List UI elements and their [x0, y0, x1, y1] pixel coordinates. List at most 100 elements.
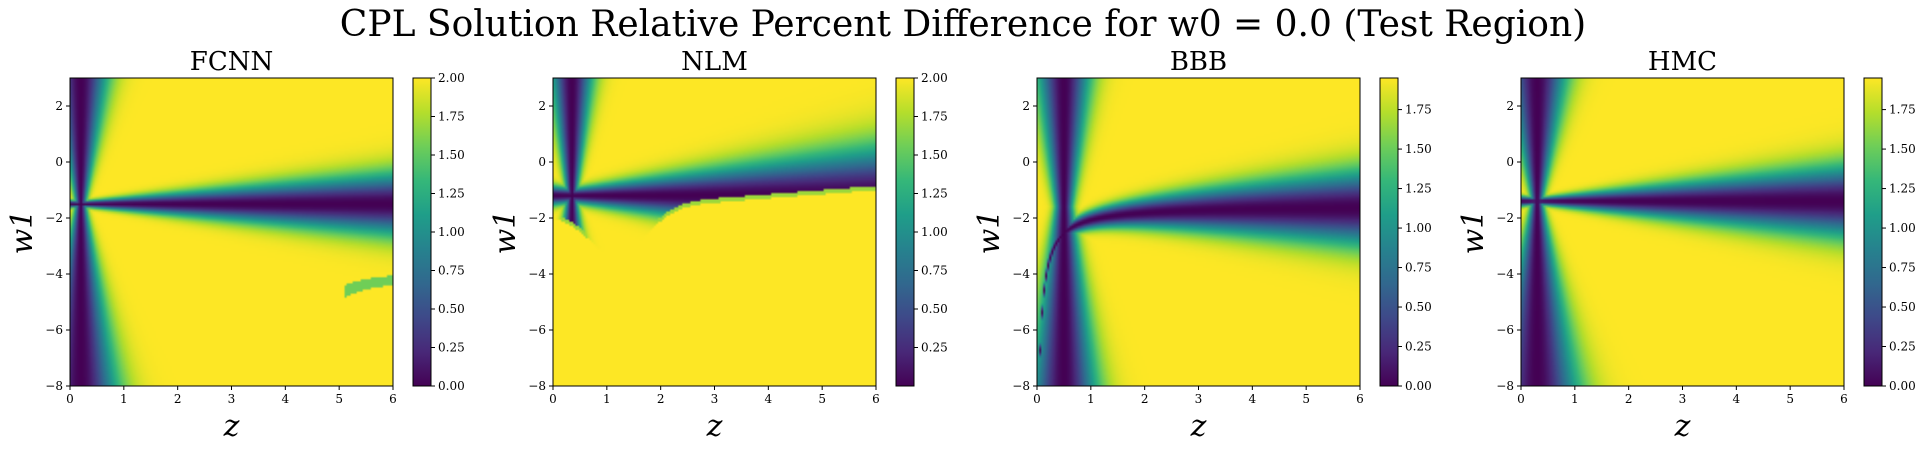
- colorbar-tick-label: 1.75: [1405, 103, 1432, 117]
- colorbar-tick-label: 1.25: [1405, 182, 1432, 196]
- heatmap-image: [1037, 78, 1360, 386]
- x-axis-label: z: [223, 409, 240, 444]
- x-tick-label: 4: [765, 392, 773, 406]
- heatmap-panel-hmc: HMC 0 1 2 3 4 5 6 2 0 −2 −4 −6 −8 z w1 1.75 1.50 1.25 1.00 0…: [1456, 47, 1916, 444]
- x-tick-label: 1: [120, 392, 128, 406]
- y-tick-label: 2: [538, 99, 546, 113]
- y-tick-label: 0: [538, 155, 546, 169]
- y-tick-label: 0: [1022, 155, 1030, 169]
- panel-title: FCNN: [190, 47, 273, 77]
- x-tick-label: 6: [1356, 392, 1364, 406]
- x-tick-label: 1: [1087, 392, 1095, 406]
- colorbar-tick-label: 0.50: [1889, 300, 1916, 314]
- x-tick-label: 3: [1195, 392, 1203, 406]
- heatmap-image: [1521, 78, 1844, 386]
- colorbar-tick-label: 0.75: [921, 264, 948, 278]
- colorbar-tick-label: 0.50: [921, 302, 948, 316]
- x-tick-label: 1: [1571, 392, 1579, 406]
- x-tick-label: 6: [872, 392, 880, 406]
- colorbar-tick-label: 2.00: [438, 71, 465, 85]
- colorbar-tick-label: 0.50: [438, 302, 465, 316]
- colorbar-tick-label: 1.75: [921, 110, 948, 124]
- x-tick-label: 2: [174, 392, 182, 406]
- colorbar-tick-label: 1.00: [1405, 221, 1432, 235]
- x-tick-label: 3: [228, 392, 236, 406]
- x-axis-label: z: [1190, 409, 1207, 444]
- colorbar-tick-label: 1.25: [1889, 182, 1916, 196]
- y-axis-label: w1: [1456, 210, 1491, 255]
- x-axis-label: z: [1674, 409, 1691, 444]
- y-axis-label: w1: [972, 210, 1007, 255]
- y-tick-label: −2: [1012, 211, 1030, 225]
- y-tick-label: −4: [45, 267, 63, 281]
- x-tick-label: 3: [1679, 392, 1687, 406]
- y-tick-label: −6: [528, 323, 546, 337]
- x-tick-label: 5: [335, 392, 343, 406]
- y-tick-label: −2: [528, 211, 546, 225]
- y-tick-label: −6: [1496, 323, 1514, 337]
- x-tick-label: 0: [1517, 392, 1525, 406]
- x-tick-label: 0: [66, 392, 74, 406]
- x-tick-label: 2: [657, 392, 665, 406]
- colorbar: [412, 77, 432, 387]
- x-tick-label: 5: [1302, 392, 1310, 406]
- x-tick-label: 2: [1141, 392, 1149, 406]
- heatmap-image: [553, 78, 876, 386]
- x-tick-label: 0: [549, 392, 557, 406]
- colorbar: [895, 77, 915, 387]
- x-tick-label: 5: [818, 392, 826, 406]
- colorbar-tick-label: 0.25: [1889, 340, 1916, 354]
- colorbar-tick-label: 1.00: [1889, 221, 1916, 235]
- colorbar-tick-label: 0.00: [438, 379, 465, 393]
- y-axis-label: w1: [5, 210, 40, 255]
- colorbar-tick-label: 1.25: [921, 187, 948, 201]
- panel-title: BBB: [1170, 47, 1227, 77]
- colorbar-tick-label: 0.00: [1889, 379, 1916, 393]
- colorbar-tick-label: 2.00: [921, 71, 948, 85]
- x-axis-label: z: [706, 409, 723, 444]
- colorbar-tick-label: 1.50: [1889, 142, 1916, 156]
- colorbar-tick-label: 0.25: [921, 341, 948, 355]
- y-tick-label: −2: [45, 211, 63, 225]
- colorbar: [1863, 77, 1883, 387]
- y-tick-label: 2: [1506, 99, 1514, 113]
- y-tick-label: −6: [1012, 323, 1030, 337]
- colorbar-tick-label: 0.25: [438, 341, 465, 355]
- colorbar-tick-label: 0.75: [1889, 261, 1916, 275]
- colorbar-tick-label: 1.75: [1889, 103, 1916, 117]
- x-tick-label: 6: [1840, 392, 1848, 406]
- y-tick-label: −4: [1496, 267, 1514, 281]
- colorbar-tick-label: 1.00: [921, 225, 948, 239]
- y-tick-label: −8: [45, 379, 63, 393]
- heatmap-image: [70, 78, 393, 386]
- x-tick-label: 4: [1249, 392, 1257, 406]
- colorbar-tick-label: 0.25: [1405, 340, 1432, 354]
- colorbar-tick-label: 1.50: [921, 148, 948, 162]
- y-tick-label: −2: [1496, 211, 1514, 225]
- y-tick-label: −8: [528, 379, 546, 393]
- y-axis-label: w1: [488, 210, 523, 255]
- y-tick-label: −8: [1012, 379, 1030, 393]
- x-tick-label: 6: [389, 392, 397, 406]
- heatmap-panel-fcnn: FCNN 0 1 2 3 4 5 6 2 0 −2 −4 −6 −8 z w1 2.00 1.75 1.50 1.25…: [5, 47, 465, 444]
- panel-title: NLM: [681, 47, 748, 77]
- colorbar-tick-label: 1.50: [438, 148, 465, 162]
- y-tick-label: 0: [1506, 155, 1514, 169]
- colorbar-tick-label: 0.75: [438, 264, 465, 278]
- x-tick-label: 0: [1033, 392, 1041, 406]
- colorbar-tick-label: 0.00: [1405, 379, 1432, 393]
- colorbar-tick-label: 1.75: [438, 110, 465, 124]
- colorbar-tick-label: 0.50: [1405, 300, 1432, 314]
- x-tick-label: 2: [1625, 392, 1633, 406]
- figure-title: CPL Solution Relative Percent Difference…: [340, 4, 1586, 45]
- colorbar: [1379, 77, 1399, 387]
- x-tick-label: 4: [1733, 392, 1741, 406]
- y-tick-label: −6: [45, 323, 63, 337]
- y-tick-label: 2: [1022, 99, 1030, 113]
- colorbar-tick-label: 1.00: [438, 225, 465, 239]
- y-tick-label: 0: [55, 155, 63, 169]
- colorbar-tick-label: 0.75: [1405, 261, 1432, 275]
- x-tick-label: 1: [603, 392, 611, 406]
- y-tick-label: 2: [55, 99, 63, 113]
